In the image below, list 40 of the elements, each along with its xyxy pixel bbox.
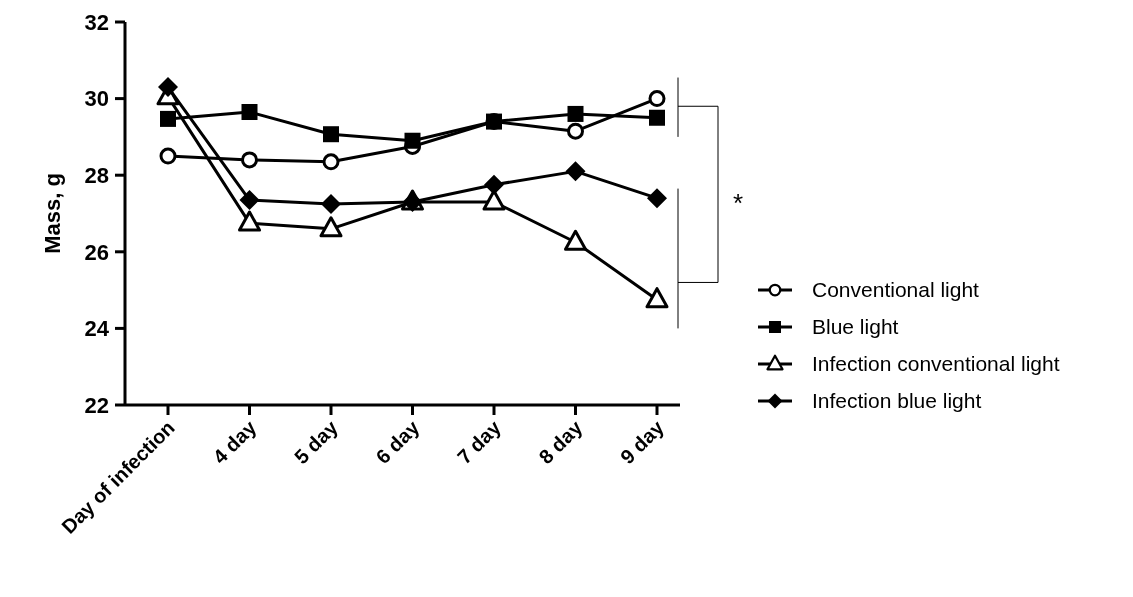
point: [323, 126, 339, 143]
x-tick-label: 5 day: [290, 415, 343, 468]
point: [649, 109, 665, 126]
point: [158, 77, 178, 98]
point: [319, 216, 343, 238]
y-tick-label: 24: [84, 316, 110, 342]
y-tick-label: 30: [84, 86, 109, 112]
text: *: [732, 188, 744, 219]
point: [648, 90, 666, 108]
legend-label: Conventional light: [812, 278, 980, 302]
x-tick-label: 4 day: [208, 415, 261, 468]
point: [484, 174, 504, 195]
x-tick-label: 8 day: [534, 415, 587, 468]
point: [567, 105, 584, 122]
point: [238, 210, 261, 232]
point: [322, 153, 340, 171]
point: [159, 147, 177, 165]
point: [645, 287, 669, 309]
x-tick-label: 6 day: [371, 415, 424, 468]
y-tick-label: 32: [84, 9, 109, 35]
legend-label: Infection conventional light: [812, 352, 1060, 376]
point: [567, 122, 584, 140]
y-tick-label: 22: [84, 392, 109, 418]
point: [241, 151, 258, 169]
y-tick-label: 26: [84, 239, 109, 265]
x-tick-label: 9 day: [616, 415, 669, 468]
x-tick-label: 7 day: [453, 415, 506, 468]
point: [239, 190, 260, 211]
point: [482, 189, 506, 211]
legend-label: Infection blue light: [812, 389, 982, 413]
point: [404, 132, 421, 149]
point: [321, 193, 341, 214]
point: [160, 110, 176, 127]
point: [564, 229, 587, 251]
point: [647, 188, 667, 209]
legend-label: Blue light: [812, 315, 899, 339]
point: [241, 104, 258, 121]
point: [565, 161, 586, 182]
y-tick-label: 28: [84, 162, 109, 188]
y-axis-title: Mass, g: [40, 173, 65, 254]
